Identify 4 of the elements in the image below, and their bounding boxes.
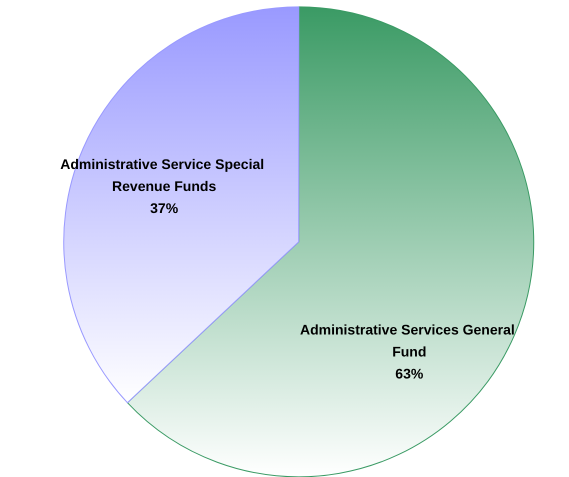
slice-label: Administrative Services General Fund — [300, 322, 519, 360]
data-label: 37% — [150, 200, 179, 216]
slice-label: Administrative Service Special Revenue Funds — [60, 156, 268, 194]
data-label: 63% — [395, 366, 424, 382]
